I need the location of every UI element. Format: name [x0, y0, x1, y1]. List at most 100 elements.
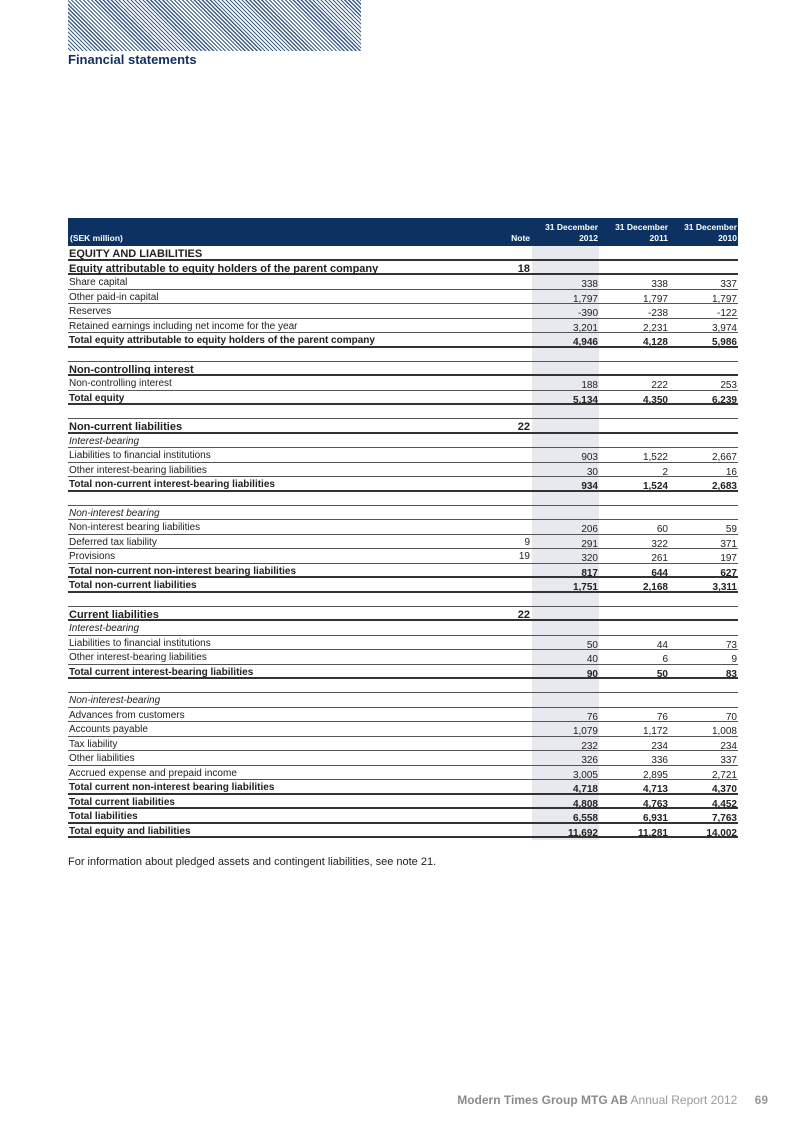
page-number: 69	[754, 1093, 768, 1107]
value-2012: 903	[581, 452, 598, 463]
value-2012: 326	[581, 755, 598, 766]
table-row: Share capital 338 338 337	[68, 275, 738, 290]
table-row: Total non-current non-interest bearing l…	[68, 564, 738, 579]
value-2010: 2,721	[711, 769, 737, 781]
spacer-row	[68, 405, 738, 419]
value-2011: 338	[651, 279, 668, 290]
spacer-row	[68, 679, 738, 693]
row-label: EQUITY AND LIABILITIES	[69, 248, 203, 260]
table-row: Other paid-in capital 1,797 1,797 1,797	[68, 290, 738, 305]
value-2010: 3,974	[711, 322, 737, 334]
table-row: Total current non-interest bearing liabi…	[68, 780, 738, 795]
value-2010: 3,311	[712, 582, 737, 593]
row-label: Total non-current liabilities	[69, 580, 197, 591]
value-2011: 261	[651, 553, 668, 564]
value-2010: 73	[725, 639, 737, 651]
row-label: Total non-current non-interest bearing l…	[69, 565, 297, 577]
value-2012: 188	[581, 380, 598, 391]
section-title: Financial statements	[68, 52, 197, 67]
value-2011: 1,524	[642, 481, 668, 492]
table-row: Total current interest-bearing liabiliti…	[68, 665, 738, 680]
row-label: Liabilities to financial institutions	[69, 637, 211, 649]
table-row: Other liabilities 326 336 337	[68, 751, 738, 766]
value-2011: 2,895	[642, 769, 668, 781]
row-label: Total liabilities	[69, 811, 138, 822]
value-2010: 234	[720, 740, 737, 752]
value-2010: 4,370	[711, 784, 737, 795]
value-2010: 371	[720, 538, 737, 550]
value-2010: 2,667	[711, 452, 737, 463]
value-2010: 7,763	[711, 813, 737, 824]
row-label: Equity attributable to equity holders of…	[69, 262, 379, 275]
table-row: Deferred tax liability 9 291 322 371	[68, 535, 738, 550]
col-2010-header-line1: 31 December	[684, 222, 737, 232]
value-2010: -122	[716, 308, 737, 319]
table-row: Non-interest bearing	[68, 506, 738, 520]
row-label: Liabilities to financial institutions	[69, 450, 211, 461]
value-2011: 234	[651, 740, 668, 752]
row-label: Non-controlling interest	[69, 363, 194, 376]
value-2011: 222	[651, 380, 668, 391]
note-cell: 22	[517, 421, 530, 433]
row-label: Non-current liabilities	[69, 421, 183, 433]
value-2010: 337	[720, 279, 737, 290]
value-2011: 11,281	[637, 827, 668, 839]
row-label: Non-interest bearing liabilities	[69, 522, 201, 533]
value-2011: 4,763	[642, 798, 668, 810]
row-label: Total equity	[69, 392, 125, 404]
note-cell: 22	[517, 608, 530, 621]
table-row: Liabilities to financial institutions 50 4…	[68, 636, 738, 651]
row-label: Other interest-bearing liabilities	[69, 652, 207, 663]
row-label: Provisions	[69, 551, 116, 562]
value-2012: 4,808	[572, 798, 598, 810]
table-row: Interest-bearing	[68, 434, 738, 448]
table-row: Total non-current liabilities 1,751 2,168 3…	[68, 578, 738, 593]
value-2012: 1,079	[572, 726, 598, 737]
row-label: Interest-bearing	[69, 623, 140, 634]
row-label: Current liabilities	[69, 608, 159, 621]
value-2010: 253	[720, 380, 737, 391]
col-2010-header-line2: 2010	[718, 233, 737, 243]
table-row: Total equity attributable to equity hold…	[68, 333, 738, 348]
row-label: Total current interest-bearing liabiliti…	[69, 666, 254, 678]
row-label: Interest-bearing	[69, 435, 140, 447]
table-row: EQUITY AND LIABILITIES	[68, 246, 738, 261]
table-row: Other interest-bearing liabilities 40 6 9	[68, 650, 738, 665]
value-2012: 4,718	[572, 784, 598, 795]
row-label: Other paid-in capital	[69, 291, 159, 303]
value-2011: 44	[656, 639, 668, 651]
value-2012: 1,797	[572, 293, 598, 305]
row-label: Total equity attributable to equity hold…	[69, 335, 375, 346]
table-row: Total equity and liabilities 11,692 11,281…	[68, 824, 738, 839]
value-2012: 5,134	[572, 394, 598, 406]
spacer-row	[68, 492, 738, 506]
row-label: Total equity and liabilities	[69, 825, 191, 837]
row-label: Other liabilities	[69, 753, 135, 764]
current-year-column-shade	[532, 246, 599, 840]
value-2011: 1,522	[642, 452, 668, 463]
table-row: Total non-current interest-bearing liabi…	[68, 477, 738, 492]
value-2011: 76	[656, 711, 668, 723]
spacer-row	[68, 593, 738, 607]
table-row: Provisions 19 320 261 197	[68, 549, 738, 564]
value-2011: 60	[656, 524, 668, 535]
value-2011: -238	[647, 308, 668, 319]
row-label: Total current liabilities	[69, 796, 175, 808]
value-2011: 6,931	[642, 813, 668, 824]
table-row: Tax liability 232 234 234	[68, 737, 738, 752]
footer-company: Modern Times Group MTG AB	[457, 1093, 628, 1107]
row-label: Total current non-interest bearing liabi…	[69, 782, 275, 793]
row-label: Retained earnings including net income f…	[69, 320, 298, 332]
value-2012: 291	[581, 538, 598, 550]
value-2012: 11,692	[567, 827, 598, 839]
col-2011-header-line1: 31 December	[615, 222, 668, 232]
hatched-banner	[68, 0, 361, 51]
row-label: Accounts payable	[69, 724, 148, 735]
value-2011: 1,172	[642, 726, 668, 737]
value-2012: 232	[581, 740, 598, 752]
table-row: Non-interest-bearing	[68, 693, 738, 708]
value-2012: 817	[581, 567, 598, 579]
value-2011: 1,797	[642, 293, 668, 305]
table-header: (SEK million) Note 31 December 2012 31 D…	[68, 218, 738, 246]
